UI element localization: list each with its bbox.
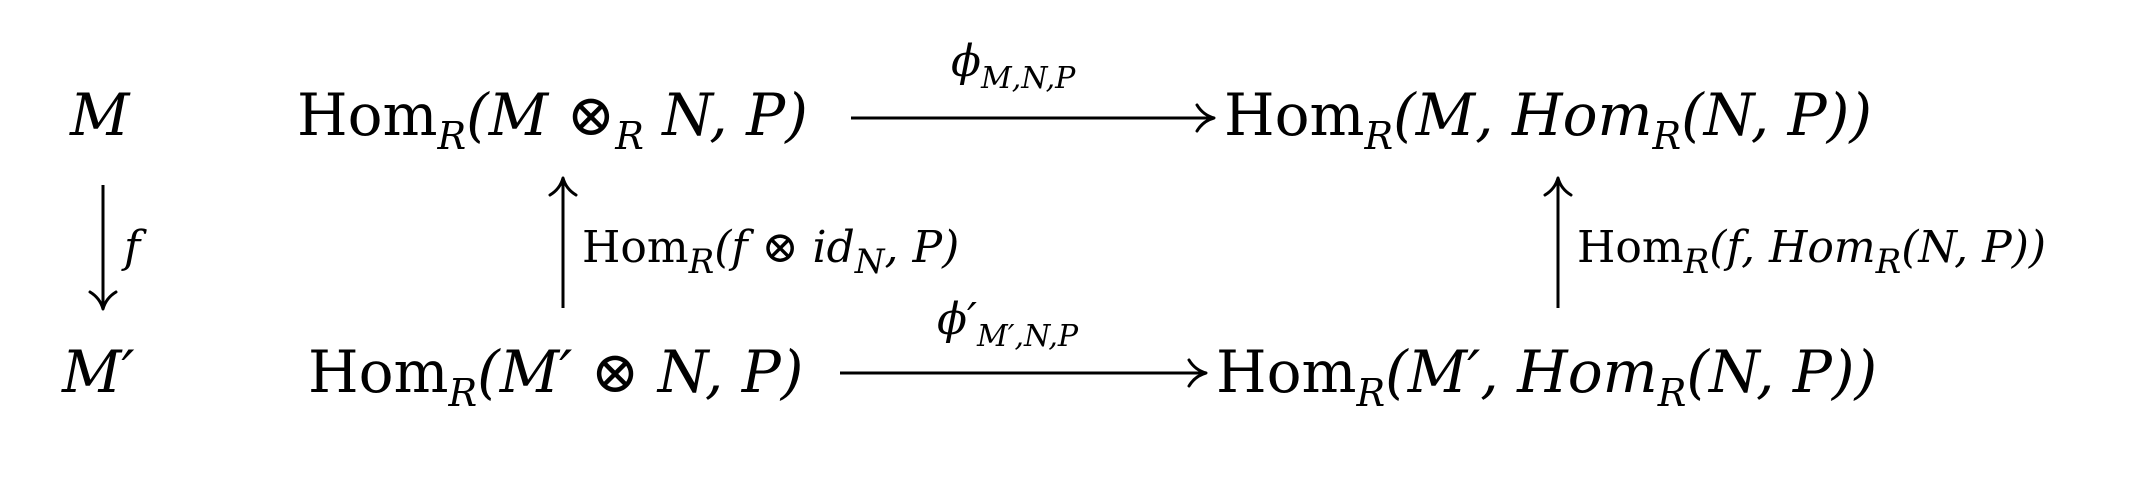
arrow-right-vertical bbox=[1543, 176, 1573, 308]
label-phi-top: ϕM,N,P bbox=[951, 36, 1076, 96]
phi-subscript: M,N,P bbox=[980, 61, 1076, 96]
map-close: , P) bbox=[884, 222, 959, 273]
hom-label: Hom bbox=[297, 81, 438, 149]
nested-close: (N, P)) bbox=[1681, 81, 1872, 149]
phi-symbol: ϕ bbox=[951, 36, 981, 87]
tensor-body: (M′ ⊗ N, P) bbox=[477, 338, 803, 406]
hom-label: Hom bbox=[1224, 81, 1365, 149]
arrow-left-vertical bbox=[548, 176, 578, 308]
nested-middle: (M, Hom bbox=[1393, 81, 1652, 149]
nested-middle: (M′, Hom bbox=[1385, 338, 1658, 406]
node-m-prime: M′ bbox=[61, 338, 135, 406]
map-open: (f ⊗ id bbox=[714, 222, 855, 273]
tensor-subscript: R bbox=[614, 114, 644, 158]
arrow-f bbox=[88, 185, 118, 311]
tensor-close: N, P) bbox=[644, 81, 808, 149]
label-f: f bbox=[121, 222, 147, 273]
phi-prime-subscript: M′,N,P bbox=[976, 319, 1079, 354]
node-hom-nested-bottom: HomR(M′, HomR(N, P)) bbox=[1216, 338, 1877, 415]
hom-label: Hom bbox=[582, 222, 689, 273]
hom-label: Hom bbox=[1216, 338, 1357, 406]
arrow-phi-bottom bbox=[840, 358, 1208, 388]
ring-subscript: R bbox=[1364, 114, 1394, 158]
node-hom-tensor-bottom: HomR(M′ ⊗ N, P) bbox=[308, 338, 803, 415]
ring-subscript: R bbox=[1683, 242, 1710, 282]
map-close: (N, P)) bbox=[1901, 222, 2046, 273]
hom-label: Hom bbox=[308, 338, 449, 406]
tensor-open: (M ⊗ bbox=[466, 81, 615, 149]
ring-subscript: R bbox=[437, 114, 467, 158]
ring-subscript: R bbox=[1875, 242, 1902, 282]
arrow-phi-top bbox=[851, 103, 1216, 133]
nested-close: (N, P)) bbox=[1686, 338, 1877, 406]
hom-label: Hom bbox=[1577, 222, 1684, 273]
ring-subscript: R bbox=[1652, 114, 1682, 158]
node-hom-nested-top: HomR(M, HomR(N, P)) bbox=[1224, 81, 1872, 158]
node-m: M bbox=[69, 81, 131, 149]
label-phi-bottom: ϕ′M′,N,P bbox=[937, 294, 1079, 354]
ring-subscript: R bbox=[688, 242, 715, 282]
ring-subscript: R bbox=[1356, 371, 1386, 415]
phi-prime-symbol: ϕ′ bbox=[937, 294, 977, 345]
identity-subscript: N bbox=[854, 242, 886, 282]
label-left-vertical: HomR(f ⊗ idN, P) bbox=[582, 222, 959, 282]
node-hom-tensor-top: HomR(M ⊗R N, P) bbox=[297, 81, 808, 158]
ring-subscript: R bbox=[1657, 371, 1687, 415]
map-middle: (f, Hom bbox=[1709, 222, 1875, 273]
label-right-vertical: HomR(f, HomR(N, P)) bbox=[1577, 222, 2046, 282]
ring-subscript: R bbox=[448, 371, 478, 415]
